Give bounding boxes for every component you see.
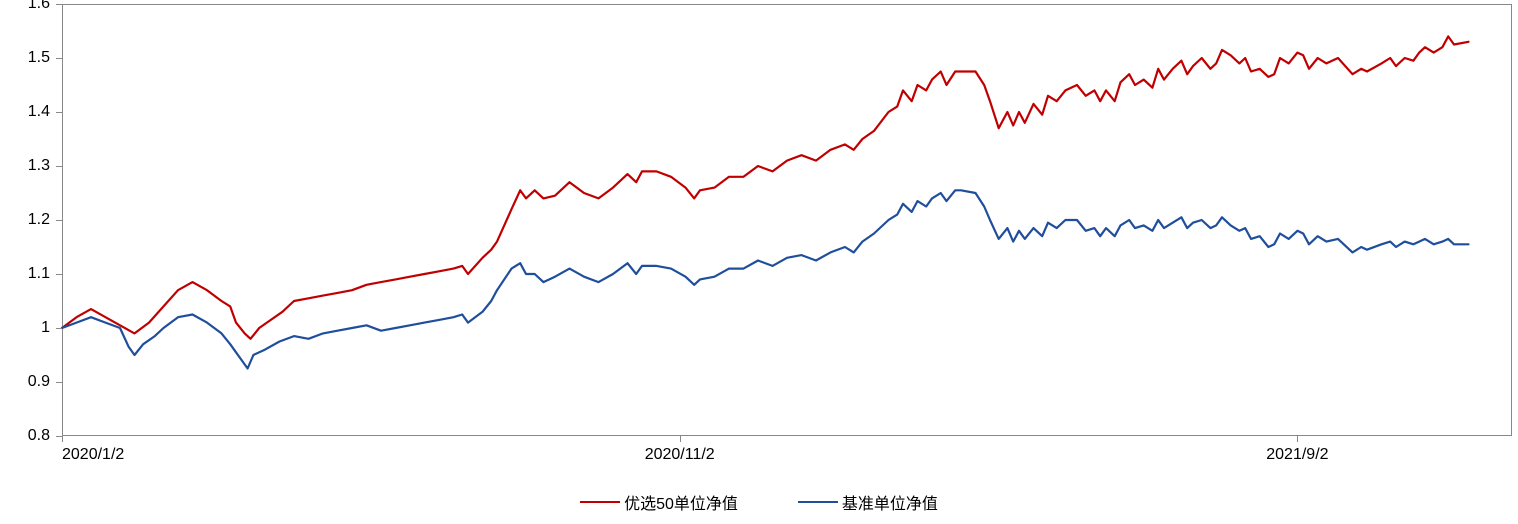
y-tick-mark bbox=[56, 328, 62, 329]
series-line-0 bbox=[62, 36, 1469, 338]
y-tick-mark bbox=[56, 58, 62, 59]
y-tick-label: 1.6 bbox=[0, 0, 50, 13]
legend-line-icon bbox=[580, 501, 620, 503]
legend-item: 优选50单位净值 bbox=[580, 490, 738, 514]
y-tick-mark bbox=[56, 166, 62, 167]
y-tick-mark bbox=[56, 382, 62, 383]
legend-label: 基准单位净值 bbox=[842, 490, 938, 514]
y-tick-mark bbox=[56, 220, 62, 221]
y-tick-label: 0.8 bbox=[0, 427, 50, 445]
y-tick-label: 1.2 bbox=[0, 211, 50, 229]
series-line-1 bbox=[62, 190, 1469, 368]
y-tick-mark bbox=[56, 274, 62, 275]
y-tick-label: 1.3 bbox=[0, 157, 50, 175]
y-tick-label: 1.1 bbox=[0, 265, 50, 283]
chart-legend: 优选50单位净值 基准单位净值 bbox=[0, 490, 1518, 514]
y-tick-mark bbox=[56, 112, 62, 113]
y-tick-label: 1.4 bbox=[0, 103, 50, 121]
y-tick-label: 1 bbox=[0, 319, 50, 337]
legend-item: 基准单位净值 bbox=[798, 490, 938, 514]
y-tick-label: 1.5 bbox=[0, 49, 50, 67]
x-tick-label: 2020/11/2 bbox=[645, 446, 715, 464]
x-tick-label: 2020/1/2 bbox=[62, 446, 124, 464]
x-tick-mark bbox=[680, 436, 681, 442]
legend-label: 优选50单位净值 bbox=[624, 490, 738, 514]
nav-line-chart: 0.8 0.9 1 1.1 1.2 1.3 1.4 1.5 1.6 2020/1/2 2020/1… bbox=[0, 0, 1518, 524]
legend-line-icon bbox=[798, 501, 838, 503]
y-tick-label: 0.9 bbox=[0, 373, 50, 391]
x-tick-label: 2021/9/2 bbox=[1266, 446, 1328, 464]
y-tick-mark bbox=[56, 4, 62, 5]
x-tick-mark bbox=[1297, 436, 1298, 442]
x-tick-mark bbox=[62, 436, 63, 442]
